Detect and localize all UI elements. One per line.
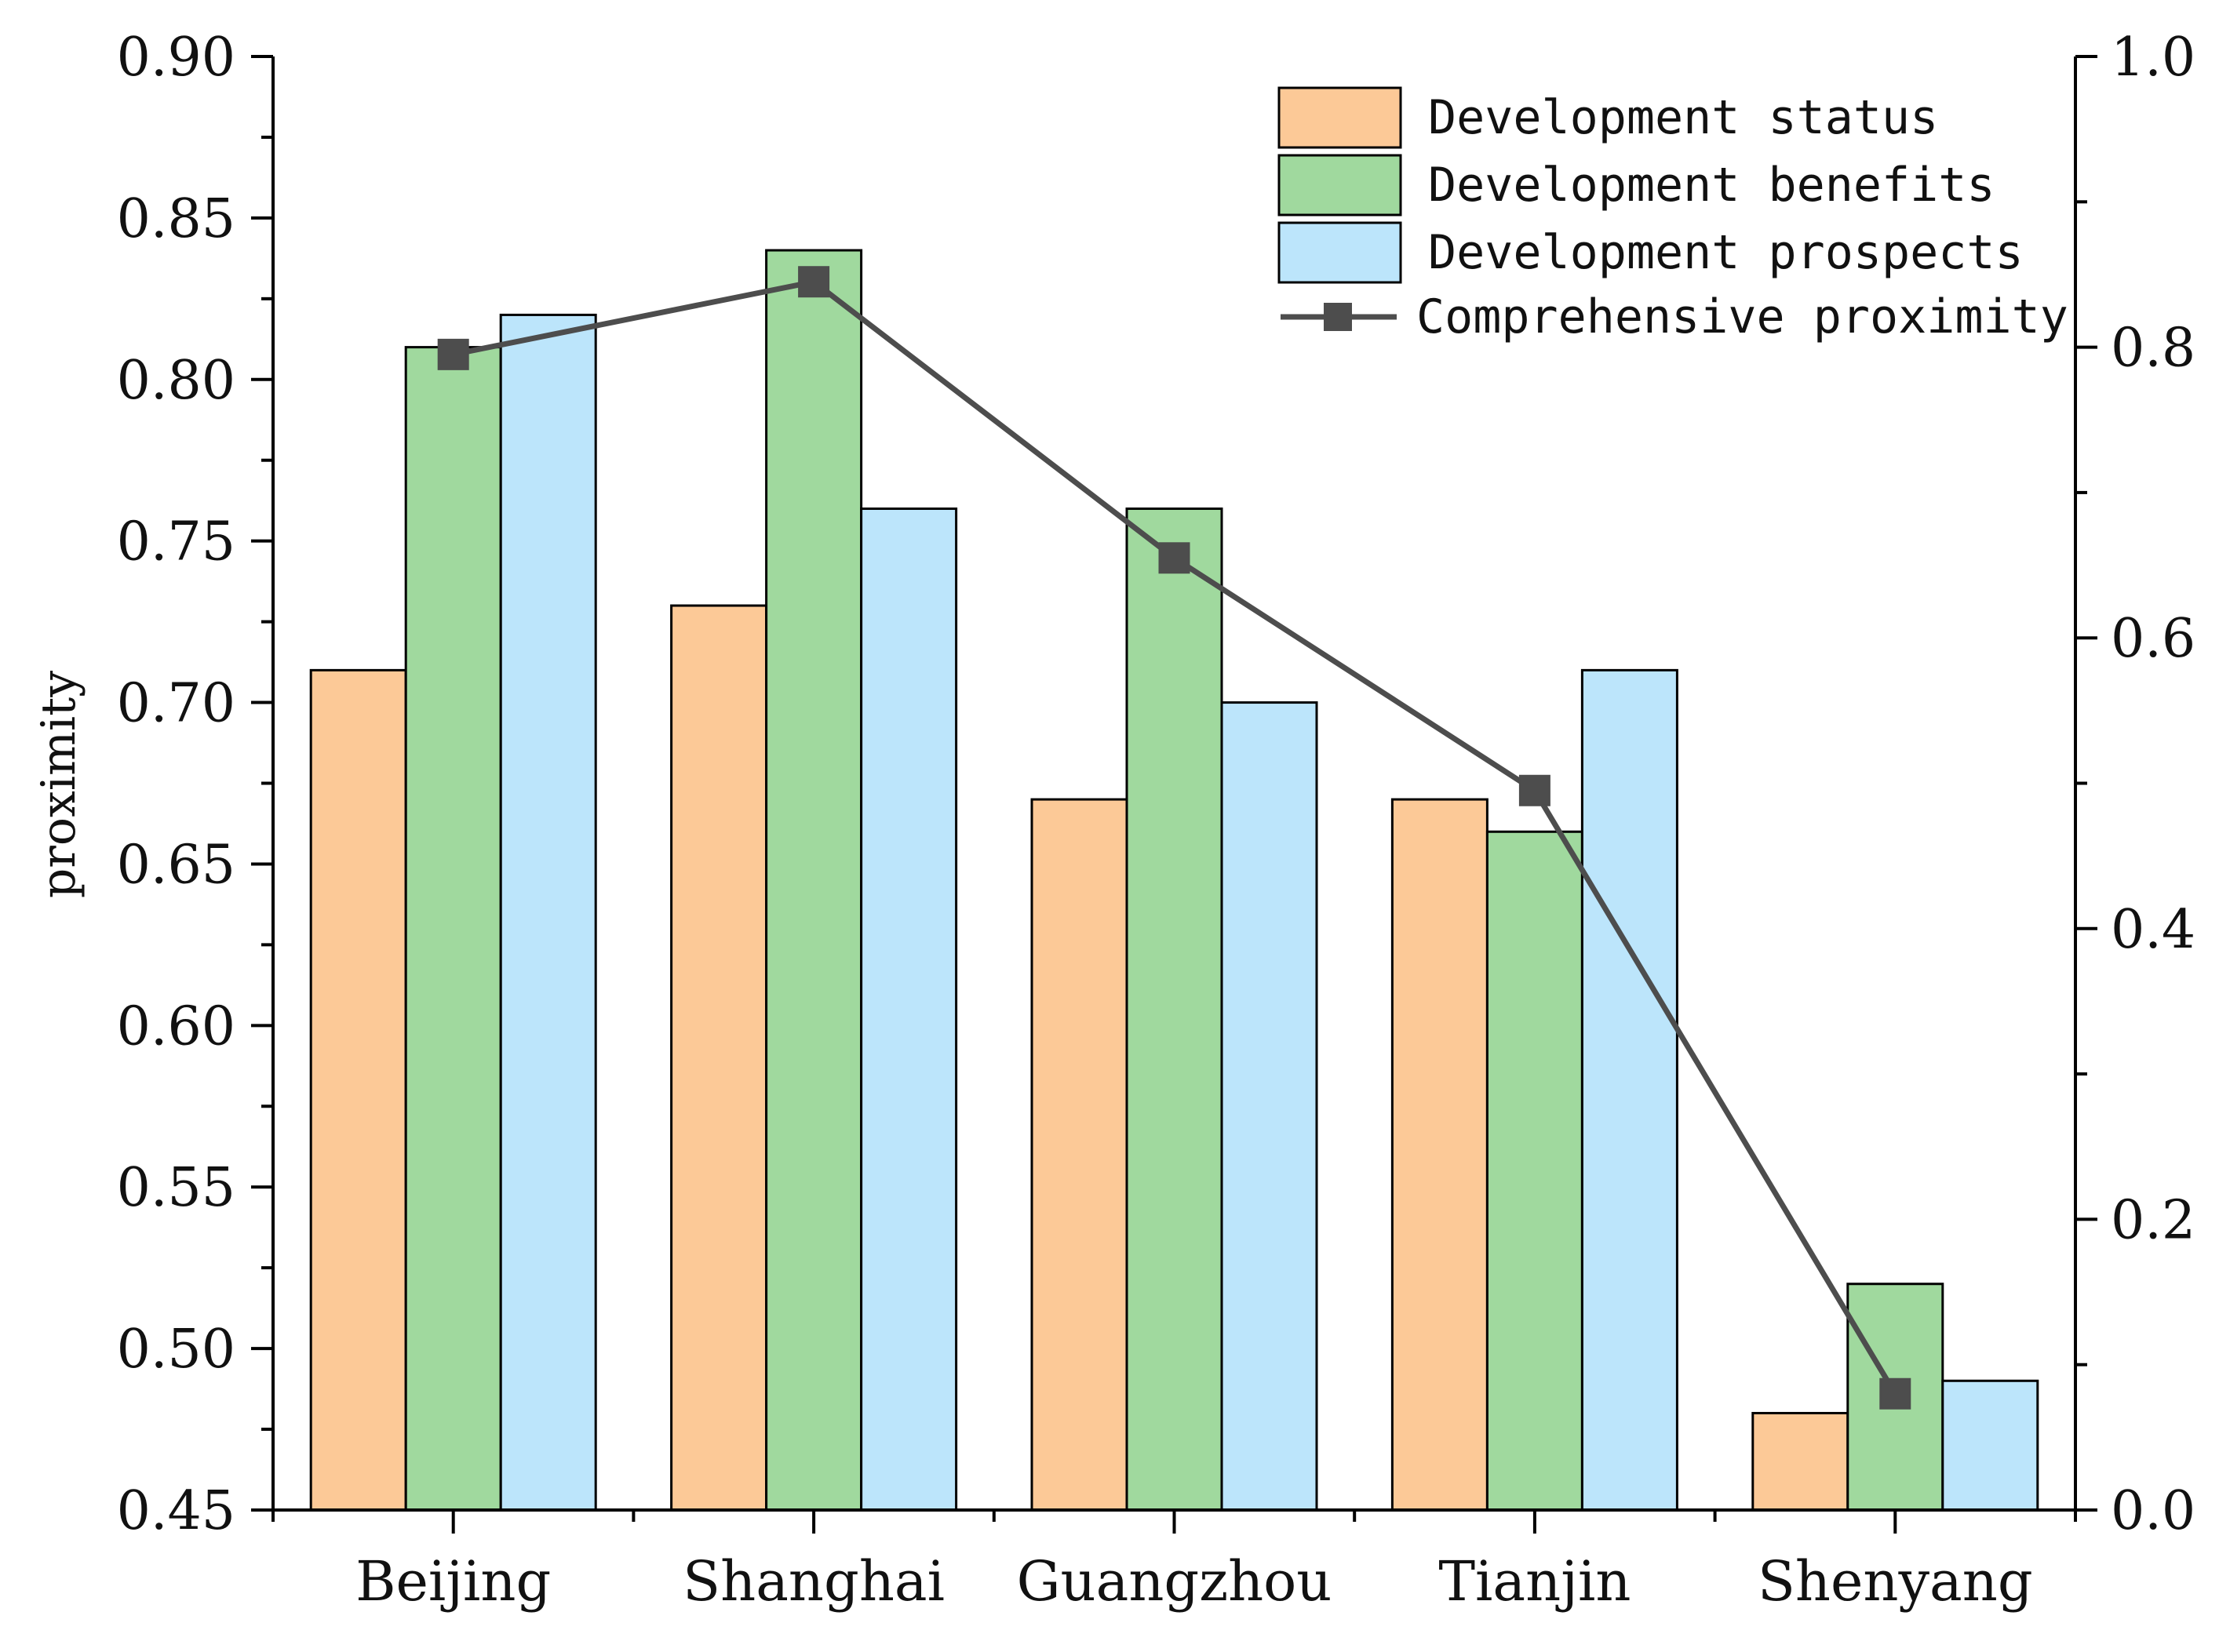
y-tick-label: 0.70 — [117, 673, 235, 735]
legend-label: Comprehensive proximity — [1416, 289, 2068, 344]
legend: Development status Development benefits De… — [1277, 86, 2068, 344]
y-tick-label: 0.50 — [117, 1319, 235, 1381]
bars-layer — [309, 249, 2039, 1512]
bar-development-benefits-shanghai — [765, 249, 863, 1512]
x-tick-label-beijing: Beijing — [355, 1549, 551, 1614]
y-tick-label: 0.80 — [117, 350, 235, 412]
axes-layer: 0.45 0.50 0.55 0.60 0.65 0.70 0.75 0.80 0.85 0.90… — [117, 27, 2196, 1614]
bar-development-benefits-guangzhou — [1125, 507, 1223, 1512]
y-tick-label: 0.85 — [117, 188, 235, 250]
bar-development-status-beijing — [309, 668, 407, 1512]
y-tick-label: 0.55 — [117, 1157, 235, 1219]
legend-swatch-development-prospects — [1277, 221, 1402, 284]
legend-swatch-development-status — [1277, 86, 1402, 149]
x-tick-label-tianjin: Tianjin — [1438, 1549, 1631, 1614]
legend-label: Development benefits — [1428, 158, 1995, 213]
y-tick-label: 0.45 — [117, 1480, 235, 1542]
legend-line-marker — [1324, 303, 1352, 331]
bar-development-status-guangzhou — [1030, 798, 1128, 1512]
legend-label: Development prospects — [1428, 225, 2024, 280]
y2-tick-label: 0.0 — [2111, 1480, 2195, 1542]
y-tick-label: 0.75 — [117, 511, 235, 573]
bar-development-prospects-guangzhou — [1220, 701, 1318, 1512]
bar-development-status-tianjin — [1390, 798, 1488, 1512]
y-axis-title: proximity — [31, 671, 86, 898]
comprehensive-point-shenyang — [1879, 1377, 1911, 1410]
y2-tick-label: 0.8 — [2111, 318, 2195, 380]
bar-development-prospects-beijing — [499, 313, 597, 1512]
x-tick-label-shanghai: Shanghai — [683, 1549, 945, 1614]
legend-swatch-development-benefits — [1277, 154, 1402, 217]
bar-development-status-shenyang — [1751, 1411, 1849, 1512]
y-tick-label: 0.65 — [117, 834, 235, 896]
x-tick-label-guangzhou: Guangzhou — [1017, 1549, 1332, 1614]
bar-development-prospects-shanghai — [860, 507, 958, 1512]
bar-development-benefits-tianjin — [1485, 830, 1583, 1512]
y2-tick-label: 0.2 — [2111, 1189, 2195, 1251]
bar-development-prospects-tianjin — [1580, 668, 1678, 1512]
comprehensive-point-shanghai — [798, 266, 830, 298]
bar-development-status-shanghai — [670, 604, 768, 1512]
y2-tick-label: 1.0 — [2111, 27, 2195, 89]
x-tick-label-shenyang: Shenyang — [1758, 1549, 2033, 1614]
comprehensive-point-guangzhou — [1158, 542, 1190, 574]
bar-development-prospects-shenyang — [1941, 1379, 2039, 1512]
y-tick-label: 0.90 — [117, 27, 235, 89]
comprehensive-point-beijing — [437, 338, 469, 370]
bar-development-benefits-beijing — [404, 346, 502, 1512]
comprehensive-line-layer — [437, 266, 1911, 1410]
comprehensive-point-tianjin — [1518, 774, 1550, 806]
legend-label: Development status — [1428, 90, 1938, 145]
y2-tick-label: 0.4 — [2111, 899, 2195, 961]
y2-tick-label: 0.6 — [2111, 608, 2195, 670]
y-tick-label: 0.60 — [117, 995, 235, 1057]
